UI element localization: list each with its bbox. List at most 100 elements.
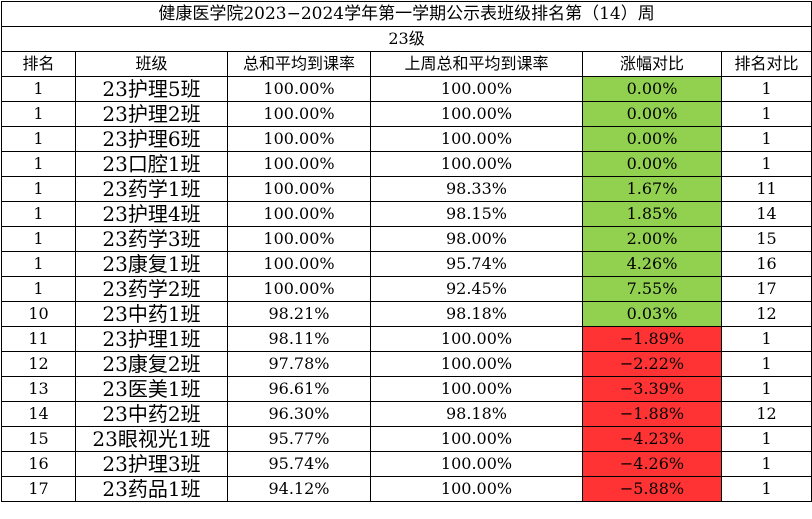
cell-rank-change: 12	[720, 401, 812, 427]
header-change: 涨幅对比	[582, 51, 722, 77]
cell-rank-change: 1	[720, 376, 812, 402]
header-row: 排名 班级 总和平均到课率 上周总和平均到课率 涨幅对比 排名对比	[1, 51, 812, 77]
cell-change: 4.26%	[582, 251, 722, 277]
header-last-avg: 上周总和平均到课率	[370, 51, 583, 77]
cell-class: 23护理2班	[75, 101, 228, 127]
table-row: 17 23药品1班 94.12% 100.00% −5.88% 1	[1, 476, 812, 502]
cell-avg: 96.30%	[227, 401, 371, 427]
cell-rank: 1	[1, 126, 76, 152]
cell-rank: 13	[1, 376, 76, 402]
cell-avg: 97.78%	[227, 351, 371, 377]
cell-avg: 100.00%	[227, 176, 371, 202]
cell-last-avg: 100.00%	[370, 426, 583, 452]
cell-change: 0.00%	[582, 76, 722, 102]
cell-avg: 96.61%	[227, 376, 371, 402]
cell-avg: 100.00%	[227, 226, 371, 252]
cell-class: 23医美1班	[75, 376, 228, 402]
cell-change: 1.85%	[582, 201, 722, 227]
table-row: 12 23康复2班 97.78% 100.00% −2.22% 1	[1, 351, 812, 377]
cell-rank: 1	[1, 251, 76, 277]
cell-rank: 17	[1, 476, 76, 502]
cell-rank: 1	[1, 76, 76, 102]
cell-rank-change: 16	[720, 251, 812, 277]
cell-rank: 15	[1, 426, 76, 452]
cell-class: 23口腔1班	[75, 151, 228, 177]
cell-last-avg: 98.15%	[370, 201, 583, 227]
title-row: 健康医学院2023−2024学年第一学期公示表班级排名第（14）周	[0, 1, 812, 27]
cell-change: −1.88%	[582, 401, 722, 427]
header-avg: 总和平均到课率	[227, 51, 371, 77]
cell-rank: 1	[1, 226, 76, 252]
cell-class: 23护理4班	[75, 201, 228, 227]
cell-rank-change: 1	[720, 351, 812, 377]
cell-rank-change: 14	[720, 201, 812, 227]
cell-class: 23中药2班	[75, 401, 228, 427]
cell-rank: 1	[1, 176, 76, 202]
cell-avg: 100.00%	[227, 276, 371, 302]
cell-last-avg: 98.33%	[370, 176, 583, 202]
cell-rank-change: 11	[720, 176, 812, 202]
cell-class: 23护理5班	[75, 76, 228, 102]
cell-avg: 95.74%	[227, 451, 371, 477]
cell-change: 1.67%	[582, 176, 722, 202]
cell-class: 23眼视光1班	[75, 426, 228, 452]
cell-class: 23康复2班	[75, 351, 228, 377]
cell-change: 2.00%	[582, 226, 722, 252]
cell-rank-change: 1	[720, 476, 812, 502]
cell-last-avg: 100.00%	[370, 101, 583, 127]
table-row: 10 23中药1班 98.21% 98.18% 0.03% 12	[1, 301, 812, 327]
grade-label: 23级	[0, 26, 812, 52]
cell-change: −3.39%	[582, 376, 722, 402]
table-row: 13 23医美1班 96.61% 100.00% −3.39% 1	[1, 376, 812, 402]
cell-change: 0.00%	[582, 101, 722, 127]
cell-rank: 1	[1, 151, 76, 177]
cell-avg: 100.00%	[227, 251, 371, 277]
cell-rank-change: 15	[720, 226, 812, 252]
header-class: 班级	[75, 51, 228, 77]
header-rank-change: 排名对比	[720, 51, 812, 77]
table-row: 1 23护理5班 100.00% 100.00% 0.00% 1	[1, 76, 812, 102]
table-row: 1 23药学1班 100.00% 98.33% 1.67% 11	[1, 176, 812, 202]
cell-last-avg: 98.18%	[370, 401, 583, 427]
cell-last-avg: 92.45%	[370, 276, 583, 302]
cell-change: 7.55%	[582, 276, 722, 302]
cell-change: 0.00%	[582, 151, 722, 177]
cell-last-avg: 100.00%	[370, 151, 583, 177]
cell-class: 23康复1班	[75, 251, 228, 277]
cell-avg: 100.00%	[227, 101, 371, 127]
cell-rank-change: 1	[720, 451, 812, 477]
cell-last-avg: 98.00%	[370, 226, 583, 252]
cell-class: 23药品1班	[75, 476, 228, 502]
cell-rank: 14	[1, 401, 76, 427]
cell-change: −4.23%	[582, 426, 722, 452]
cell-avg: 98.11%	[227, 326, 371, 352]
table-title: 健康医学院2023−2024学年第一学期公示表班级排名第（14）周	[0, 1, 812, 27]
cell-avg: 100.00%	[227, 201, 371, 227]
cell-last-avg: 100.00%	[370, 326, 583, 352]
cell-class: 23药学2班	[75, 276, 228, 302]
cell-change: 0.03%	[582, 301, 722, 327]
cell-last-avg: 100.00%	[370, 351, 583, 377]
table-row: 16 23护理3班 95.74% 100.00% −4.26% 1	[1, 451, 812, 477]
cell-rank-change: 1	[720, 126, 812, 152]
table-row: 1 23护理6班 100.00% 100.00% 0.00% 1	[1, 126, 812, 152]
cell-class: 23护理1班	[75, 326, 228, 352]
table-row: 15 23眼视光1班 95.77% 100.00% −4.23% 1	[1, 426, 812, 452]
table-row: 1 23口腔1班 100.00% 100.00% 0.00% 1	[1, 151, 812, 177]
table-row: 1 23药学2班 100.00% 92.45% 7.55% 17	[1, 276, 812, 302]
table-row: 1 23护理4班 100.00% 98.15% 1.85% 14	[1, 201, 812, 227]
cell-rank: 16	[1, 451, 76, 477]
table-row: 1 23康复1班 100.00% 95.74% 4.26% 16	[1, 251, 812, 277]
cell-avg: 100.00%	[227, 76, 371, 102]
cell-rank: 11	[1, 326, 76, 352]
header-rank: 排名	[1, 51, 76, 77]
cell-last-avg: 100.00%	[370, 76, 583, 102]
table-row: 14 23中药2班 96.30% 98.18% −1.88% 12	[1, 401, 812, 427]
cell-rank-change: 17	[720, 276, 812, 302]
cell-avg: 94.12%	[227, 476, 371, 502]
cell-last-avg: 100.00%	[370, 476, 583, 502]
cell-avg: 98.21%	[227, 301, 371, 327]
cell-last-avg: 100.00%	[370, 126, 583, 152]
cell-class: 23药学1班	[75, 176, 228, 202]
cell-rank-change: 1	[720, 426, 812, 452]
